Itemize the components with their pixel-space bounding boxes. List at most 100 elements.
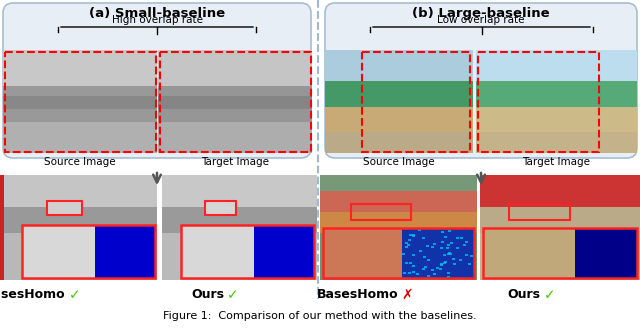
Bar (480, 175, 640, 280)
Bar (448, 252, 451, 254)
Bar (440, 247, 443, 249)
Bar (254, 225, 314, 278)
Bar (422, 268, 425, 270)
Bar (408, 272, 411, 274)
Bar (444, 261, 447, 263)
Text: ✗: ✗ (401, 288, 413, 302)
Bar (412, 236, 415, 238)
Bar (431, 268, 434, 270)
Bar (465, 240, 467, 242)
Text: ✓: ✓ (69, 288, 81, 302)
Bar (465, 254, 468, 256)
Bar (440, 264, 443, 266)
Bar (3, 50, 157, 86)
Bar (412, 271, 415, 273)
Bar (0, 175, 157, 207)
Bar (433, 273, 436, 275)
Bar (447, 244, 451, 246)
Bar (362, 52, 470, 152)
Bar (409, 234, 412, 236)
Bar (405, 242, 408, 244)
Bar (22, 225, 155, 278)
Bar (408, 239, 411, 241)
Bar (405, 262, 408, 264)
Bar (320, 175, 477, 280)
Bar (95, 225, 155, 278)
Bar (423, 256, 426, 258)
Text: Low overlap rate: Low overlap rate (437, 15, 525, 25)
Bar (483, 227, 575, 278)
Bar (0, 233, 157, 280)
Text: Ours: Ours (508, 289, 541, 301)
Bar (325, 132, 473, 153)
Bar (320, 212, 477, 233)
Bar (441, 241, 444, 243)
Bar (404, 246, 408, 248)
Bar (323, 227, 474, 278)
Bar (452, 258, 455, 260)
Bar (418, 229, 420, 231)
Bar (478, 52, 599, 152)
Bar (158, 96, 312, 109)
Text: Ours: Ours (191, 289, 224, 301)
Bar (449, 230, 451, 232)
Bar (0, 175, 4, 280)
Text: Target Image: Target Image (201, 157, 269, 167)
Bar (205, 201, 236, 215)
Bar (440, 268, 442, 270)
Text: Source Image: Source Image (363, 157, 435, 167)
Bar (483, 227, 637, 278)
Bar (450, 242, 453, 244)
Bar (443, 254, 446, 256)
Bar (470, 255, 473, 257)
Bar (403, 272, 406, 274)
Text: (b) Large-baseline: (b) Large-baseline (412, 8, 550, 20)
Bar (5, 52, 156, 152)
Bar (320, 175, 477, 191)
Bar (3, 122, 157, 153)
Bar (427, 259, 430, 262)
Bar (468, 263, 471, 265)
Bar (401, 227, 474, 278)
Bar (3, 86, 157, 122)
Bar (351, 204, 411, 220)
Bar (325, 81, 473, 107)
Bar (460, 237, 463, 239)
Text: BasesHomo: BasesHomo (0, 289, 66, 301)
Bar (446, 247, 449, 249)
Bar (162, 207, 317, 233)
Bar (419, 250, 422, 252)
Bar (412, 254, 415, 256)
Bar (454, 263, 456, 265)
Bar (447, 272, 450, 274)
Bar (47, 201, 82, 215)
Bar (180, 225, 254, 278)
Bar (447, 253, 450, 255)
Bar (162, 175, 317, 207)
Text: ✓: ✓ (544, 288, 556, 302)
Bar (480, 233, 640, 280)
Bar (160, 52, 311, 152)
Bar (0, 207, 157, 233)
Bar (443, 262, 446, 264)
Text: Figure 1:  Comparison of our method with the baselines.: Figure 1: Comparison of our method with … (163, 311, 477, 321)
Bar (325, 107, 473, 132)
Bar (440, 263, 443, 265)
Bar (444, 236, 447, 238)
Bar (22, 225, 95, 278)
Bar (407, 244, 410, 246)
Text: High overlap rate: High overlap rate (111, 15, 202, 25)
Bar (480, 175, 640, 207)
Bar (575, 227, 637, 278)
Bar (158, 86, 312, 122)
Bar (476, 81, 637, 107)
Bar (476, 132, 637, 153)
Bar (449, 253, 451, 255)
Bar (459, 259, 462, 261)
Text: BasesHomo: BasesHomo (317, 289, 399, 301)
Text: ✓: ✓ (227, 288, 239, 302)
Bar (0, 175, 157, 280)
Bar (441, 231, 444, 233)
Bar (402, 253, 405, 255)
FancyBboxPatch shape (325, 3, 637, 158)
